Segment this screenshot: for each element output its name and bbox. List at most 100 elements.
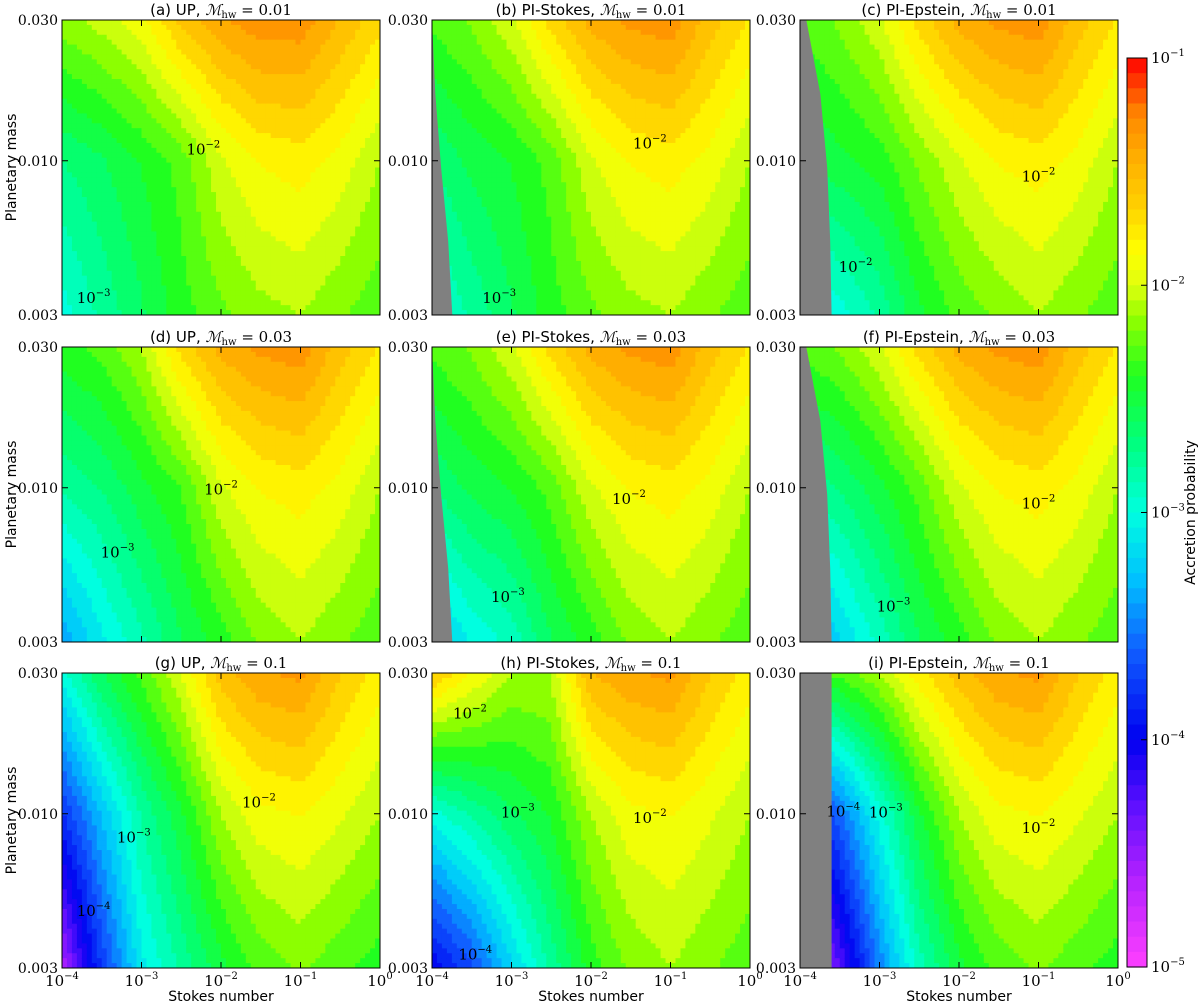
heatmap-cell [466, 300, 473, 306]
heatmap-cell [136, 280, 143, 287]
heatmap-cell [71, 216, 78, 223]
heatmap-cell [451, 310, 458, 315]
heatmap-cell [375, 295, 380, 301]
heatmap-cell [451, 211, 458, 218]
heatmap-cell [471, 74, 478, 80]
heatmap-cell [176, 113, 182, 119]
heatmap-cell [350, 49, 356, 56]
heatmap-cell [81, 236, 88, 242]
heatmap-cell [136, 177, 143, 183]
heatmap-cell [216, 206, 222, 213]
heatmap-cell [171, 187, 177, 193]
heatmap-cell [486, 211, 493, 218]
heatmap-cell [355, 54, 361, 60]
heatmap-cell [71, 103, 78, 110]
heatmap-cell [171, 300, 177, 306]
heatmap-cell [350, 260, 356, 267]
heatmap-cell [91, 221, 98, 228]
heatmap-cell [270, 295, 277, 301]
heatmap-cell [136, 197, 143, 203]
heatmap-cell [201, 44, 207, 51]
heatmap-cell [456, 128, 463, 134]
heatmap-cell [335, 69, 341, 75]
heatmap-cell [446, 221, 453, 228]
heatmap-cell [240, 162, 247, 169]
heatmap-cell [250, 142, 257, 149]
heatmap-cell [151, 142, 158, 149]
heatmap-cell [225, 300, 232, 306]
heatmap-cell [476, 142, 483, 149]
heatmap-cell [101, 88, 108, 95]
heatmap-cell [186, 88, 192, 95]
heatmap-cell [330, 211, 336, 218]
heatmap-cell [101, 251, 108, 257]
heatmap-cell [81, 290, 88, 296]
heatmap-cell [360, 83, 366, 90]
heatmap-cell [446, 246, 453, 252]
heatmap-cell [335, 260, 341, 267]
heatmap-cell [101, 226, 108, 233]
heatmap-cell [96, 211, 103, 218]
heatmap-cell [330, 182, 336, 188]
heatmap-cell [211, 108, 217, 115]
heatmap-cell [111, 300, 118, 306]
heatmap-cell [225, 157, 232, 164]
heatmap-cell [176, 93, 182, 100]
heatmap-cell [166, 280, 172, 287]
heatmap-cell [330, 54, 336, 60]
heatmap-cell [131, 251, 138, 257]
heatmap-cell [116, 128, 123, 134]
heatmap-cell [466, 123, 473, 129]
heatmap-cell [201, 152, 207, 159]
heatmap-cell [355, 270, 361, 277]
heatmap-cell [161, 305, 167, 311]
heatmap-cell [96, 206, 103, 213]
heatmap-cell [71, 29, 78, 36]
heatmap-cell [235, 221, 242, 228]
heatmap-cell [275, 54, 282, 60]
heatmap-cell [186, 24, 192, 31]
heatmap-cell [245, 88, 252, 95]
heatmap-cell [151, 187, 158, 193]
heatmap-cell [126, 246, 133, 252]
heatmap-cell [106, 44, 113, 51]
heatmap-cell [126, 83, 133, 90]
heatmap-cell [66, 236, 73, 242]
heatmap-cell [255, 270, 262, 277]
heatmap-cell [270, 167, 277, 174]
heatmap-cell [81, 187, 88, 193]
heatmap-cell [221, 280, 227, 287]
heatmap-cell [86, 256, 93, 262]
heatmap-cell [221, 123, 227, 129]
y-axis-label: Planetary mass [4, 114, 20, 222]
heatmap-cell [446, 128, 453, 134]
heatmap-cell [136, 211, 143, 218]
heatmap-cell [71, 295, 78, 301]
heatmap-cell [521, 98, 528, 105]
heatmap-cell [290, 49, 297, 56]
heatmap-cell [501, 172, 508, 178]
heatmap-cell [476, 221, 483, 228]
heatmap-cell [521, 157, 528, 164]
heatmap-cell [91, 260, 98, 267]
heatmap-cell [325, 265, 331, 272]
heatmap-cell [245, 20, 252, 26]
heatmap-cell [441, 20, 448, 26]
heatmap-cell [335, 128, 341, 134]
heatmap-cell [191, 177, 197, 183]
heatmap-cell [451, 39, 458, 46]
heatmap-cell [81, 142, 88, 149]
heatmap-cell [481, 256, 488, 262]
heatmap-cell [136, 103, 143, 110]
heatmap-cell [315, 49, 321, 56]
heatmap-cell [456, 49, 463, 56]
heatmap-cell [451, 290, 458, 296]
heatmap-cell [481, 34, 488, 41]
heatmap-cell [146, 177, 153, 183]
heatmap-cell [151, 64, 158, 70]
heatmap-cell [221, 44, 227, 51]
heatmap-cell [491, 201, 498, 208]
heatmap-cell [491, 182, 498, 188]
heatmap-cell [126, 216, 133, 223]
heatmap-cell [206, 290, 212, 296]
